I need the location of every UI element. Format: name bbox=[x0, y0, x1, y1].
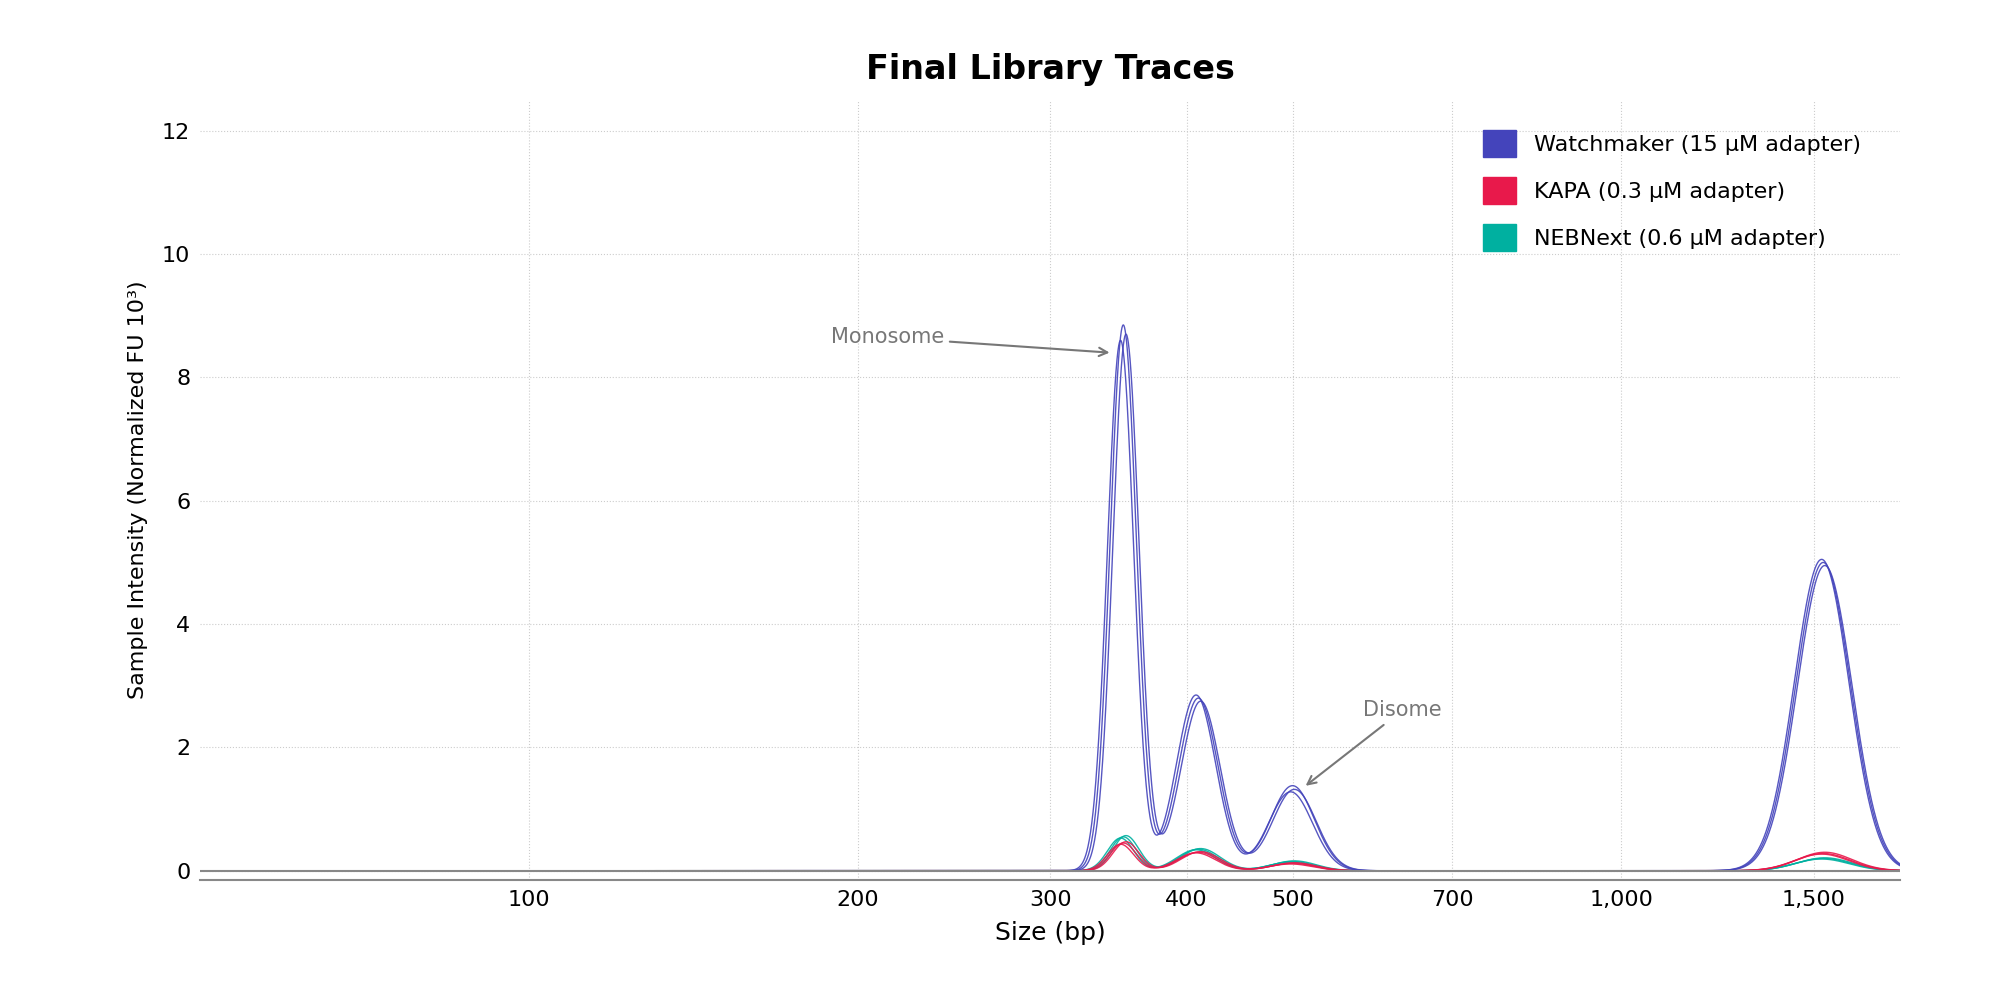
Legend: Watchmaker (15 μM adapter), KAPA (0.3 μM adapter), NEBNext (0.6 μM adapter): Watchmaker (15 μM adapter), KAPA (0.3 μM… bbox=[1472, 119, 1872, 262]
Text: Disome: Disome bbox=[1308, 700, 1442, 784]
Text: Monosome: Monosome bbox=[832, 327, 1108, 356]
Y-axis label: Sample Intensity (Normalized FU 10³): Sample Intensity (Normalized FU 10³) bbox=[128, 281, 148, 699]
X-axis label: Size (bp): Size (bp) bbox=[994, 921, 1106, 945]
Title: Final Library Traces: Final Library Traces bbox=[866, 53, 1234, 86]
